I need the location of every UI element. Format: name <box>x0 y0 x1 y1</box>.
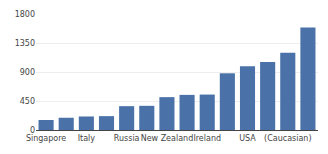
svg-text:Italy: Italy <box>78 134 96 143</box>
svg-text:New Zealand: New Zealand <box>141 134 194 143</box>
svg-text:900: 900 <box>20 68 35 77</box>
svg-text:450: 450 <box>20 97 35 106</box>
svg-text:(Caucasian): (Caucasian) <box>264 134 311 143</box>
svg-text:USA: USA <box>239 134 256 143</box>
svg-text:Singapore: Singapore <box>26 134 66 143</box>
svg-text:0: 0 <box>30 126 35 135</box>
svg-text:1350: 1350 <box>15 39 35 48</box>
svg-text:1800: 1800 <box>15 10 35 19</box>
svg-text:Russia: Russia <box>114 134 140 143</box>
svg-text:Ireland: Ireland <box>193 134 221 143</box>
